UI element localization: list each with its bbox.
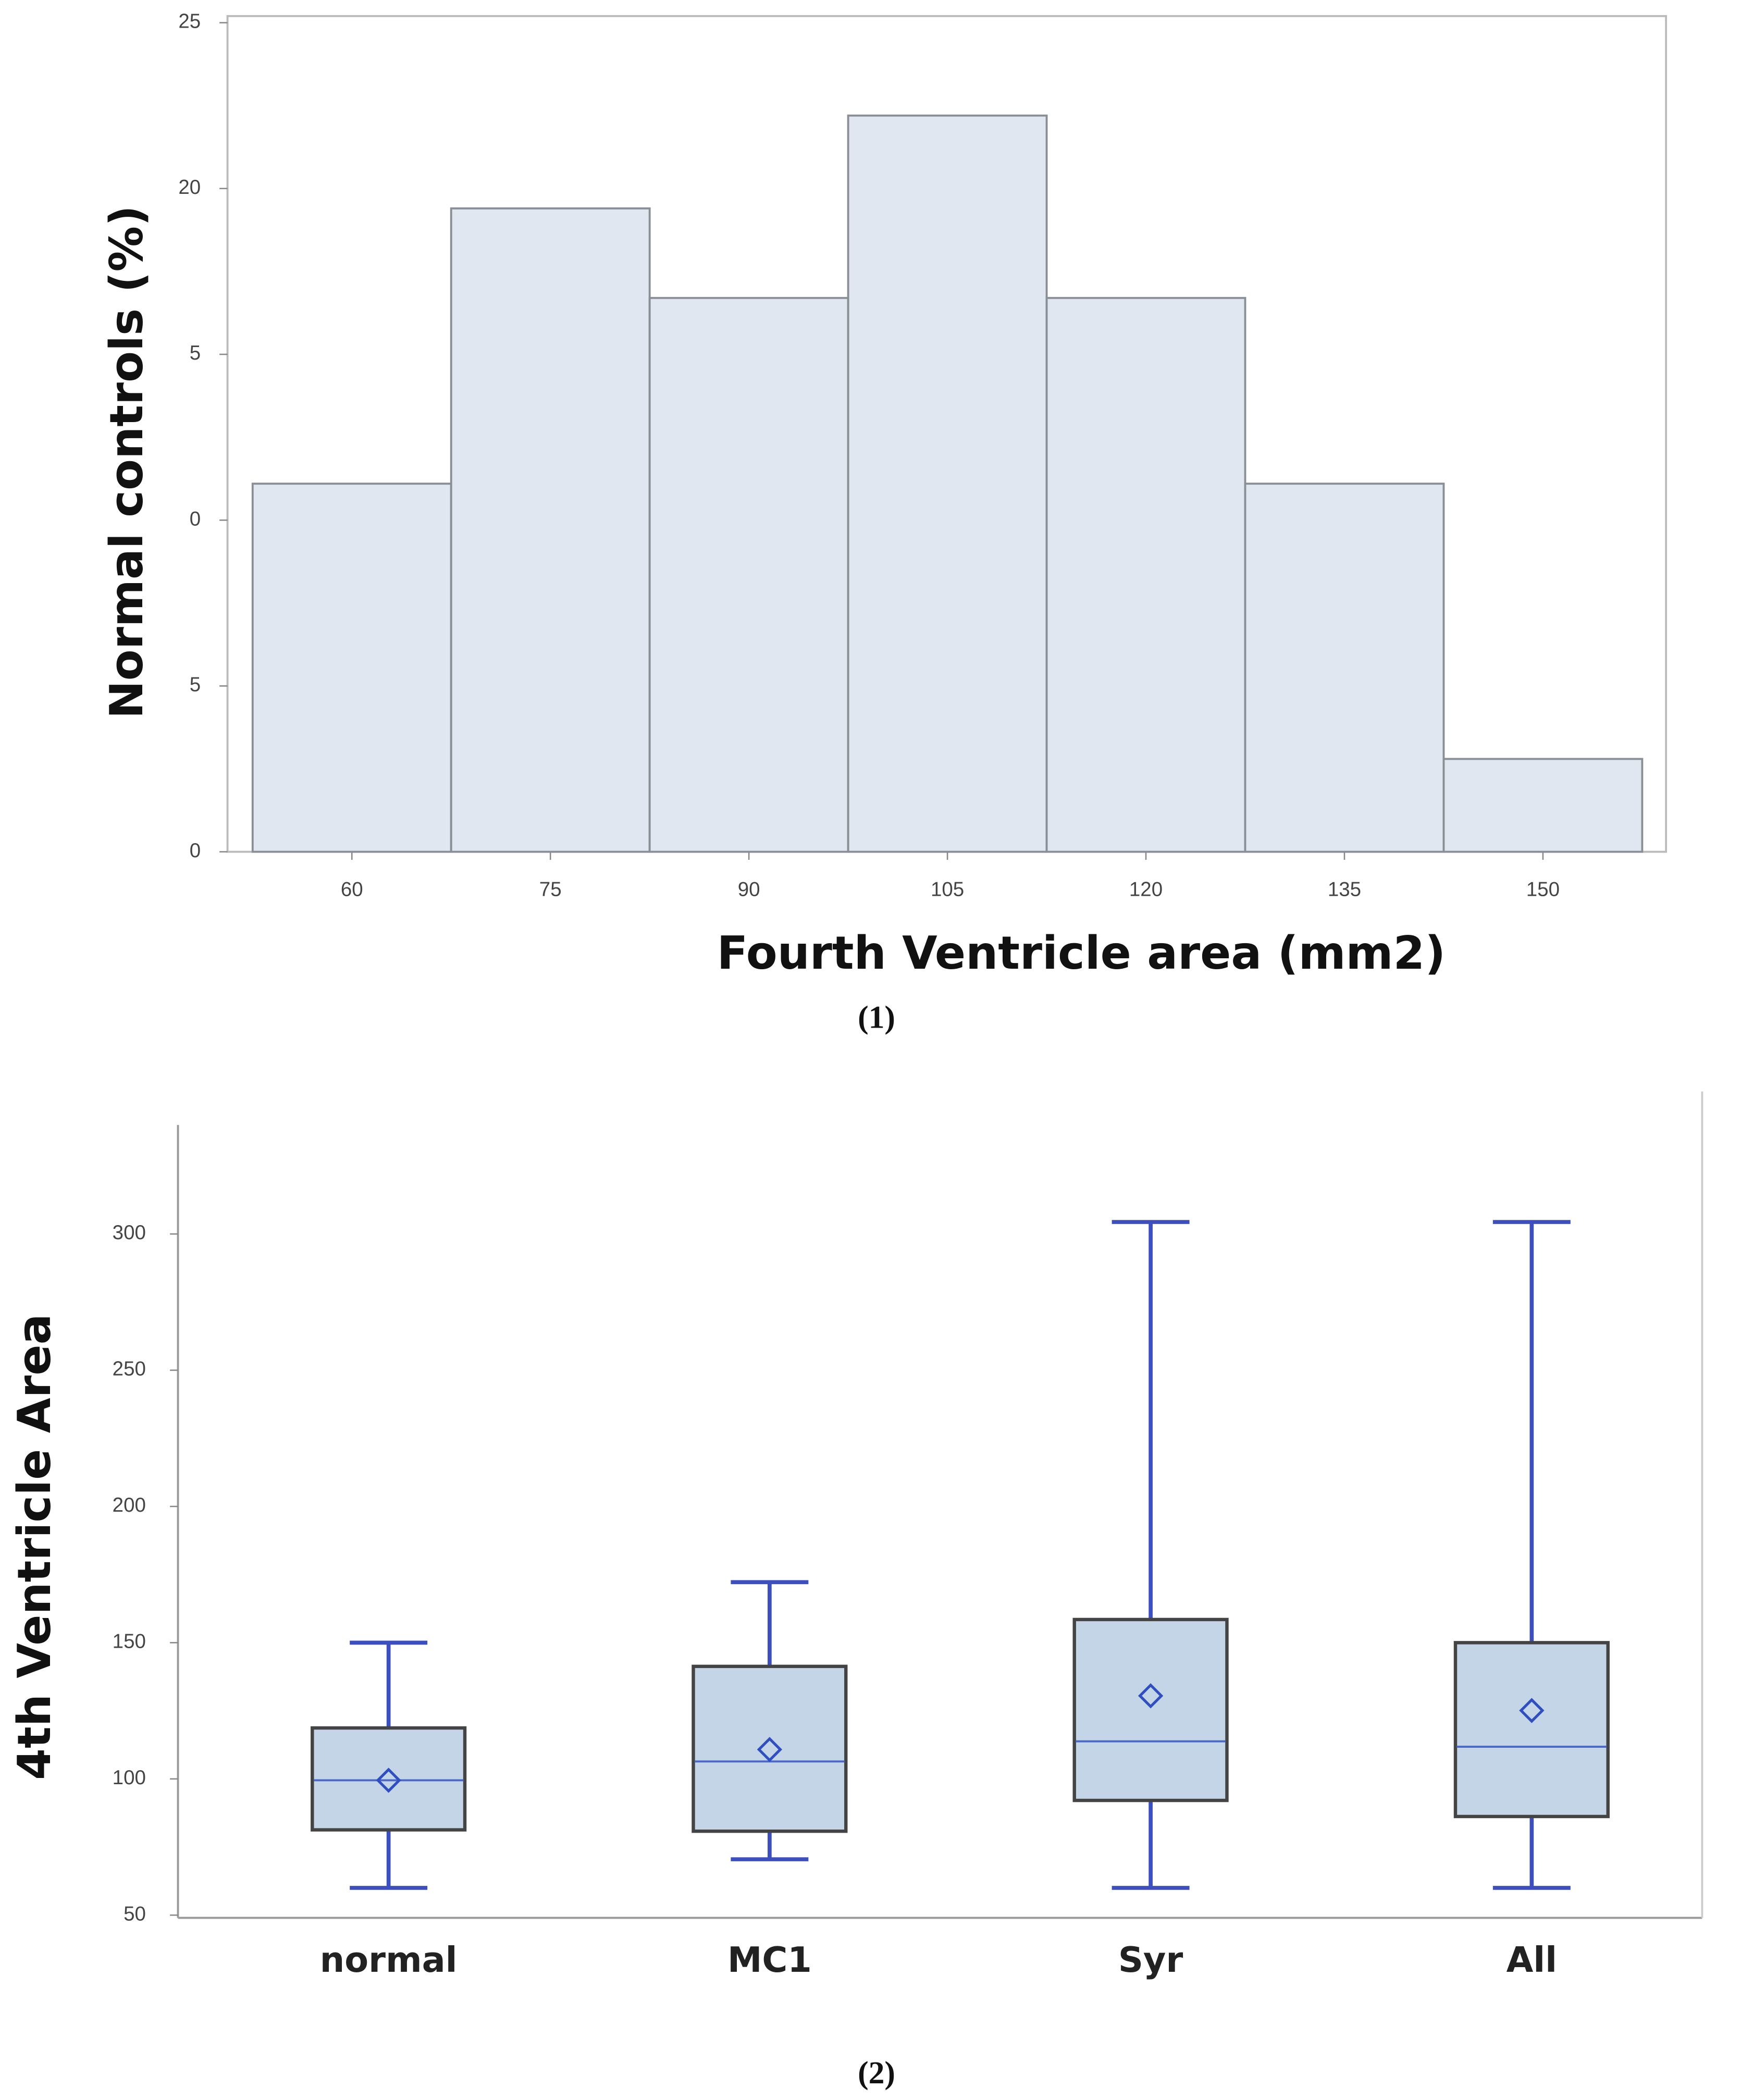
box	[1453, 1641, 1610, 1819]
x-tick-label: 135	[1328, 878, 1361, 900]
x-tick-label: 150	[1526, 878, 1560, 900]
bar	[1244, 483, 1445, 853]
x-tick-label: 105	[931, 878, 964, 900]
box	[692, 1664, 848, 1833]
y-tick-label: 5	[190, 342, 201, 364]
bar	[648, 297, 849, 853]
x-tick-label: normal	[320, 1940, 458, 1980]
mean-marker	[1519, 1698, 1545, 1723]
y-tick-label: 0	[190, 839, 201, 862]
bar	[847, 114, 1048, 853]
y-tick-label: 200	[113, 1494, 146, 1516]
x-tick-label: 90	[738, 878, 760, 900]
bar	[1045, 297, 1246, 853]
y-tick-label: 100	[113, 1767, 146, 1789]
y-tick-label: 0	[190, 508, 201, 530]
box	[1072, 1617, 1229, 1802]
x-tick-label: 120	[1129, 878, 1163, 900]
x-tick-label: 75	[539, 878, 562, 900]
bar	[450, 207, 651, 853]
y-tick-label: 150	[113, 1630, 146, 1653]
caption: (2)	[858, 2055, 895, 2091]
y-tick-label: 5	[190, 674, 201, 696]
box	[311, 1726, 467, 1832]
y-tick-label: 50	[124, 1903, 146, 1925]
y-axis-title: 4th Ventricle Area	[8, 1314, 61, 1780]
mean-marker	[376, 1768, 401, 1793]
x-tick-label: Syr	[1118, 1940, 1183, 1980]
x-tick-label: All	[1507, 1940, 1557, 1980]
mean-marker	[757, 1737, 783, 1762]
y-tick-label: 25	[178, 10, 201, 33]
x-axis-title: Fourth Ventricle area (mm2)	[717, 927, 1446, 980]
y-tick-label: 20	[178, 176, 201, 199]
y-axis-title: Normal controls (%)	[100, 205, 153, 719]
x-tick-label: MC1	[727, 1940, 812, 1980]
bar	[251, 483, 452, 853]
mean-marker	[1138, 1683, 1164, 1709]
caption: (1)	[858, 1000, 895, 1035]
x-tick-label: 60	[341, 878, 363, 900]
y-tick-label: 250	[113, 1358, 146, 1380]
y-tick-label: 300	[113, 1221, 146, 1244]
bar	[1442, 758, 1644, 853]
